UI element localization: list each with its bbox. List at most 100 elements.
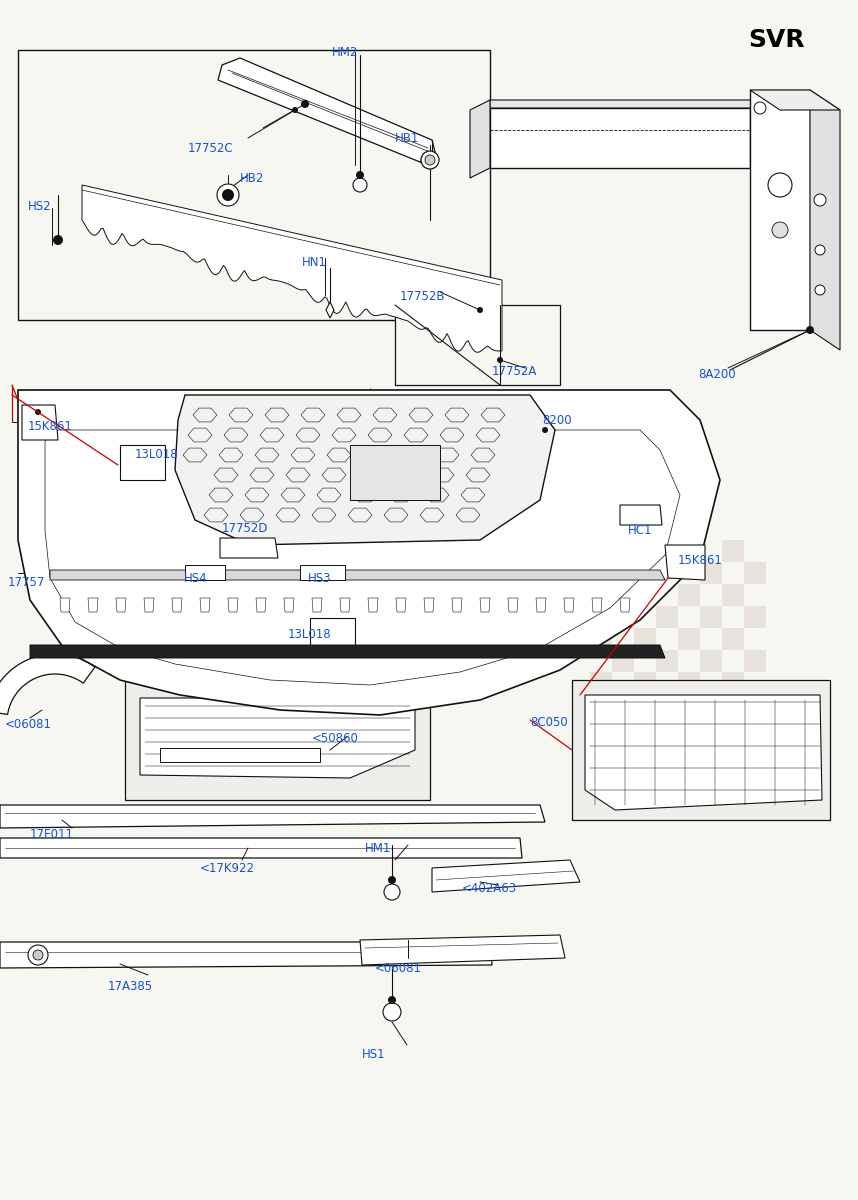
Bar xyxy=(612,628,634,650)
Polygon shape xyxy=(50,570,665,580)
Bar xyxy=(722,650,744,672)
Text: <402A63: <402A63 xyxy=(462,882,517,895)
Circle shape xyxy=(388,996,396,1004)
Bar xyxy=(722,672,744,694)
Polygon shape xyxy=(125,680,430,800)
Bar xyxy=(744,694,766,716)
Bar xyxy=(678,628,700,650)
Bar xyxy=(744,628,766,650)
Bar xyxy=(590,562,612,584)
Text: SVR: SVR xyxy=(748,28,805,52)
Polygon shape xyxy=(536,598,546,612)
Polygon shape xyxy=(620,598,630,612)
Polygon shape xyxy=(185,565,225,580)
Bar xyxy=(722,540,744,562)
Polygon shape xyxy=(120,445,165,480)
Text: HS4: HS4 xyxy=(184,572,208,584)
Polygon shape xyxy=(490,108,750,168)
Text: car parts: car parts xyxy=(283,616,456,654)
Polygon shape xyxy=(750,90,840,110)
Circle shape xyxy=(772,222,788,238)
Polygon shape xyxy=(470,100,490,178)
Bar xyxy=(612,540,634,562)
Text: 13L018: 13L018 xyxy=(288,628,332,641)
Polygon shape xyxy=(172,598,182,612)
Polygon shape xyxy=(564,598,574,612)
Bar xyxy=(656,584,678,606)
Polygon shape xyxy=(810,90,840,350)
Bar xyxy=(700,540,722,562)
Polygon shape xyxy=(0,942,492,968)
Bar xyxy=(612,606,634,628)
Bar xyxy=(590,628,612,650)
Bar xyxy=(634,562,656,584)
Bar xyxy=(656,650,678,672)
Circle shape xyxy=(217,184,239,206)
Bar xyxy=(722,562,744,584)
Bar xyxy=(744,540,766,562)
Polygon shape xyxy=(18,50,490,320)
Bar xyxy=(590,540,612,562)
Bar xyxy=(700,650,722,672)
Polygon shape xyxy=(424,598,434,612)
Bar xyxy=(722,584,744,606)
Bar xyxy=(612,672,634,694)
Bar xyxy=(656,672,678,694)
Polygon shape xyxy=(220,538,278,558)
Bar xyxy=(656,606,678,628)
Bar xyxy=(700,584,722,606)
Text: HS1: HS1 xyxy=(362,1048,385,1061)
Text: HM2: HM2 xyxy=(332,46,359,59)
Bar xyxy=(634,628,656,650)
Circle shape xyxy=(768,173,792,197)
Bar xyxy=(744,672,766,694)
Polygon shape xyxy=(22,404,58,440)
Bar xyxy=(744,562,766,584)
Bar xyxy=(744,584,766,606)
Polygon shape xyxy=(0,838,522,858)
Polygon shape xyxy=(144,598,154,612)
Circle shape xyxy=(384,884,400,900)
Text: HB2: HB2 xyxy=(240,172,264,185)
Bar xyxy=(700,628,722,650)
Bar xyxy=(722,628,744,650)
Bar xyxy=(634,540,656,562)
Text: 15K861: 15K861 xyxy=(28,420,73,433)
Text: 13L018: 13L018 xyxy=(135,448,178,461)
Circle shape xyxy=(677,554,693,570)
Bar xyxy=(700,694,722,716)
Bar xyxy=(656,540,678,562)
Polygon shape xyxy=(665,545,705,580)
Circle shape xyxy=(292,107,298,113)
Text: HC1: HC1 xyxy=(628,524,652,538)
Polygon shape xyxy=(60,598,70,612)
Bar xyxy=(700,562,722,584)
Bar xyxy=(634,672,656,694)
Text: <17K922: <17K922 xyxy=(200,862,255,875)
Polygon shape xyxy=(340,598,350,612)
Circle shape xyxy=(383,1003,401,1021)
Circle shape xyxy=(477,307,483,313)
Text: HS2: HS2 xyxy=(28,200,51,214)
Polygon shape xyxy=(360,935,565,965)
Polygon shape xyxy=(490,100,760,108)
Polygon shape xyxy=(312,598,322,612)
Bar xyxy=(678,540,700,562)
Text: 8200: 8200 xyxy=(542,414,571,427)
Polygon shape xyxy=(0,805,545,828)
Bar xyxy=(656,628,678,650)
Bar xyxy=(590,606,612,628)
Text: 17752C: 17752C xyxy=(188,142,233,155)
Bar xyxy=(656,562,678,584)
Bar xyxy=(350,445,440,500)
Bar xyxy=(612,650,634,672)
Text: 15K861: 15K861 xyxy=(678,554,723,566)
Text: 17757: 17757 xyxy=(8,576,45,589)
Bar xyxy=(744,650,766,672)
Polygon shape xyxy=(750,90,810,330)
Bar xyxy=(722,694,744,716)
Text: HB1: HB1 xyxy=(395,132,420,145)
Bar xyxy=(612,562,634,584)
Polygon shape xyxy=(620,505,662,526)
Polygon shape xyxy=(396,598,406,612)
